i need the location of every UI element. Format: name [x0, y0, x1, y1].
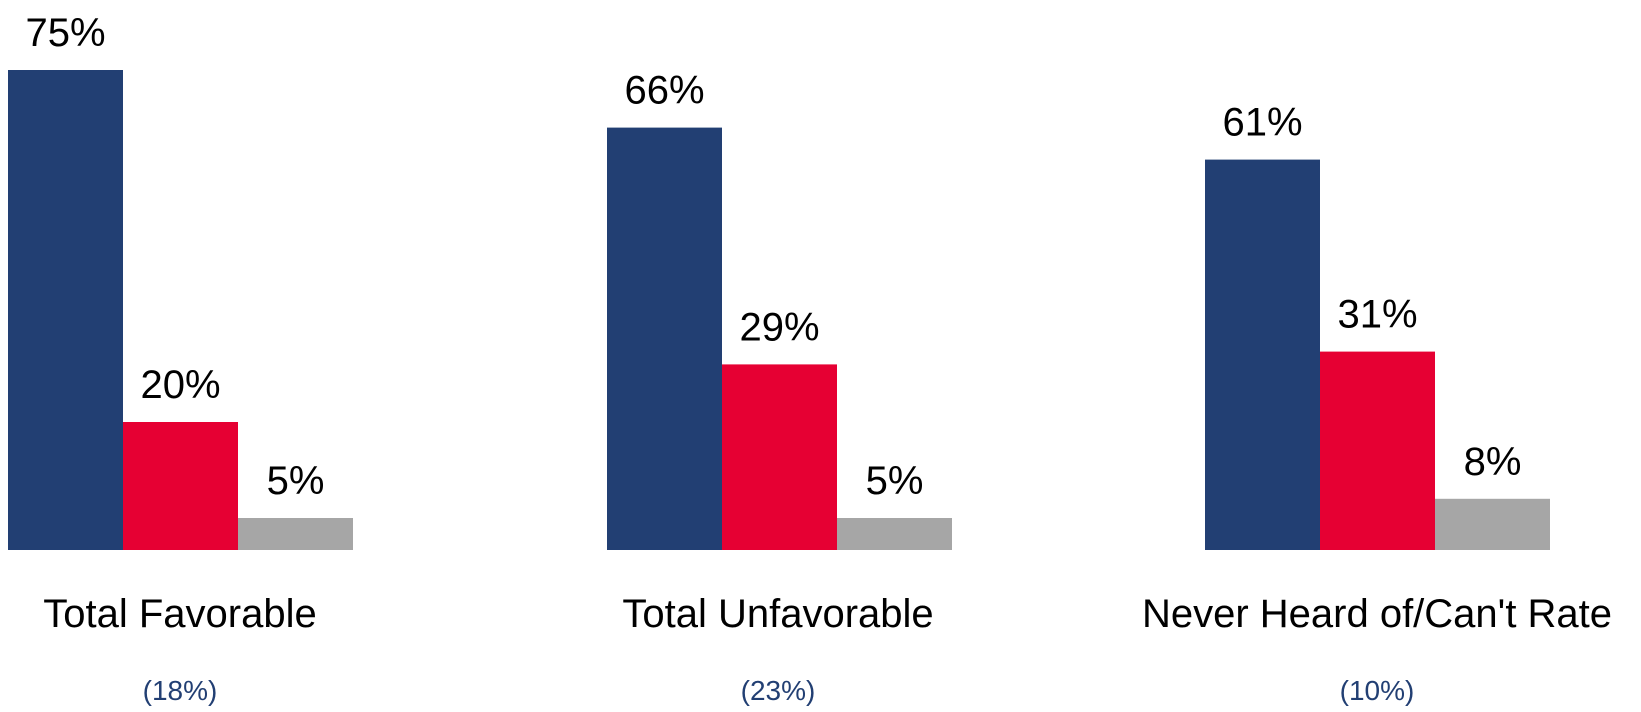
- bar-third-series-2: [1435, 498, 1550, 550]
- value-label-first-series-0: 75%: [25, 11, 105, 55]
- bar-second-series-0: [123, 422, 238, 550]
- value-label-third-series-2: 8%: [1464, 440, 1522, 484]
- bar-third-series-1: [837, 518, 952, 550]
- category-subtitle-2: (10%): [1340, 675, 1415, 706]
- bar-first-series-1: [607, 127, 722, 550]
- value-label-third-series-1: 5%: [866, 459, 924, 503]
- category-label-1: Total Unfavorable: [622, 592, 933, 636]
- category-labels-layer: Total Favorable (18%) Total Unfavorable (23…: [43, 592, 1612, 706]
- value-label-second-series-1: 29%: [739, 305, 819, 349]
- value-label-first-series-1: 66%: [624, 69, 704, 113]
- category-label-0: Total Favorable: [43, 592, 316, 636]
- category-subtitle-1: (23%): [741, 675, 816, 706]
- bar-first-series-0: [8, 70, 123, 550]
- value-labels-layer: 75% 20% 5% 66% 29% 5% 61% 31% 8%: [25, 11, 1521, 503]
- bar-second-series-1: [722, 364, 837, 550]
- bars-layer: [8, 70, 1550, 550]
- category-subtitle-0: (18%): [143, 675, 218, 706]
- value-label-first-series-2: 61%: [1222, 101, 1302, 145]
- value-label-second-series-2: 31%: [1337, 293, 1417, 337]
- value-label-second-series-0: 20%: [140, 363, 220, 407]
- category-label-2: Never Heard of/Can't Rate: [1142, 592, 1612, 636]
- bar-third-series-0: [238, 518, 353, 550]
- value-label-third-series-0: 5%: [267, 459, 325, 503]
- bar-second-series-2: [1320, 351, 1435, 550]
- bar-first-series-2: [1205, 159, 1320, 550]
